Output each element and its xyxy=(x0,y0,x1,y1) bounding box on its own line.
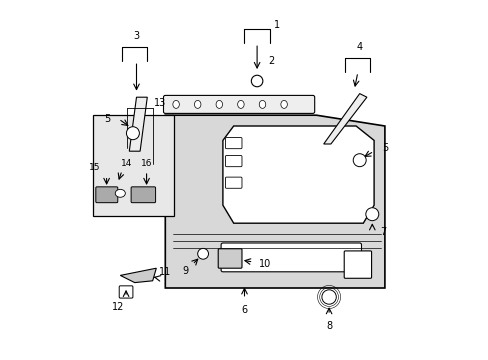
FancyBboxPatch shape xyxy=(218,249,242,268)
Text: 15: 15 xyxy=(89,163,101,172)
Polygon shape xyxy=(120,268,156,283)
Text: 6: 6 xyxy=(241,305,247,315)
Circle shape xyxy=(197,248,208,259)
Ellipse shape xyxy=(259,100,265,108)
FancyBboxPatch shape xyxy=(221,243,361,272)
Ellipse shape xyxy=(216,100,222,108)
FancyBboxPatch shape xyxy=(163,95,314,113)
FancyBboxPatch shape xyxy=(225,138,242,149)
Polygon shape xyxy=(323,94,366,144)
Text: 8: 8 xyxy=(325,321,331,331)
Text: 11: 11 xyxy=(158,267,170,277)
Polygon shape xyxy=(223,126,373,223)
Circle shape xyxy=(321,290,336,304)
Text: 16: 16 xyxy=(141,159,152,168)
Polygon shape xyxy=(165,115,384,288)
Text: 13: 13 xyxy=(153,98,166,108)
FancyBboxPatch shape xyxy=(119,286,133,298)
Circle shape xyxy=(126,127,139,140)
FancyBboxPatch shape xyxy=(131,187,155,203)
FancyBboxPatch shape xyxy=(96,187,118,203)
Text: 5: 5 xyxy=(381,143,387,153)
Text: 14: 14 xyxy=(121,159,132,168)
FancyBboxPatch shape xyxy=(93,115,174,216)
FancyBboxPatch shape xyxy=(225,156,242,167)
FancyBboxPatch shape xyxy=(344,251,371,278)
Ellipse shape xyxy=(280,100,287,108)
Text: 5: 5 xyxy=(104,114,111,124)
Ellipse shape xyxy=(172,100,179,108)
Text: 9: 9 xyxy=(182,266,188,276)
FancyBboxPatch shape xyxy=(225,177,242,188)
Text: 2: 2 xyxy=(268,56,274,66)
Text: 3: 3 xyxy=(133,31,139,41)
Text: 1: 1 xyxy=(273,20,280,30)
Text: 10: 10 xyxy=(259,258,271,269)
Polygon shape xyxy=(129,97,147,151)
Text: 7: 7 xyxy=(379,227,386,237)
Circle shape xyxy=(251,75,263,87)
Ellipse shape xyxy=(237,100,244,108)
Ellipse shape xyxy=(194,100,201,108)
Text: 4: 4 xyxy=(356,42,362,52)
Text: 12: 12 xyxy=(112,302,124,312)
Ellipse shape xyxy=(115,189,125,197)
Circle shape xyxy=(365,208,378,221)
Circle shape xyxy=(352,154,366,167)
